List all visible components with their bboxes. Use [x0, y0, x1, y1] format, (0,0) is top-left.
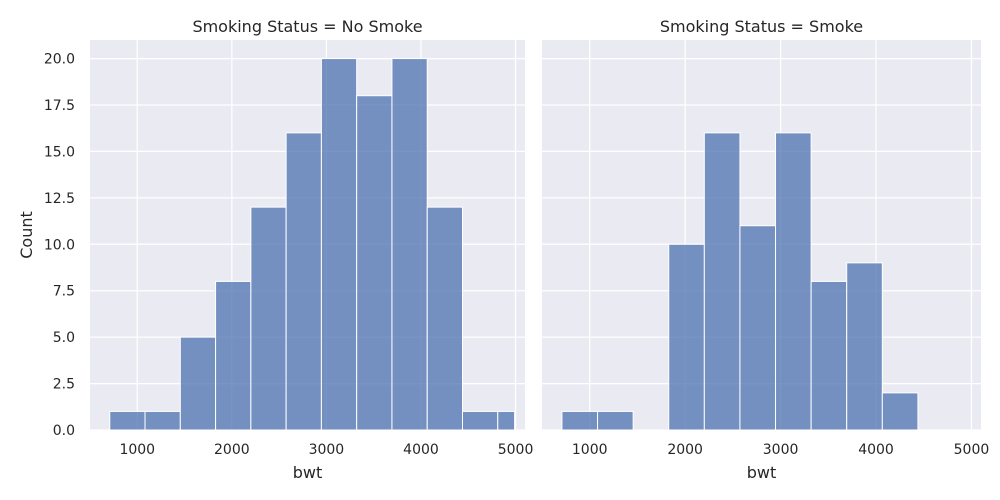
x-tick-label: 5000: [498, 442, 534, 458]
x-axis-label: bwt: [747, 463, 777, 482]
y-tick-label: 15.0: [44, 144, 75, 160]
y-tick-label: 5.0: [53, 330, 75, 346]
histogram-bar: [597, 410, 634, 431]
histogram-bar: [109, 410, 146, 431]
x-tick-label: 1000: [572, 442, 608, 458]
x-tick-label: 3000: [763, 442, 799, 458]
y-tick-label: 17.5: [44, 98, 75, 114]
histogram-bar: [739, 225, 777, 431]
histogram-bar: [356, 95, 393, 431]
y-tick-label: 7.5: [53, 284, 75, 300]
x-tick-label: 2000: [667, 442, 703, 458]
histogram-bar: [426, 206, 463, 431]
histogram-bar: [810, 280, 848, 431]
facet-panel-1: 1000 2000 3000 4000 5000 0.0 2.5 5.0 7.5 10.0 12.5…: [17, 17, 533, 482]
histogram-bar: [391, 58, 428, 431]
histogram-bar: [215, 280, 252, 431]
y-axis-label: Count: [17, 211, 36, 259]
y-tick-label: 0.0: [53, 423, 75, 439]
panel-title: Smoking Status = No Smoke: [192, 17, 422, 36]
x-tick-label: 5000: [954, 442, 990, 458]
y-tick-label: 12.5: [44, 191, 75, 207]
y-tick-label: 2.5: [53, 377, 75, 393]
histogram-bar: [497, 410, 516, 431]
y-tick-label: 10.0: [44, 237, 75, 253]
histogram-bar: [144, 410, 181, 431]
histogram-bar: [881, 392, 919, 431]
histogram-bar: [285, 132, 322, 431]
histogram-bar: [846, 262, 883, 431]
histogram-bar: [775, 132, 812, 431]
x-tick-label: 3000: [309, 442, 345, 458]
histogram-bar: [179, 336, 217, 431]
x-tick-label: 4000: [403, 442, 439, 458]
facet-panel-2: 1000 2000 3000 4000 5000 Smoking Status = Smo…: [542, 17, 989, 482]
histogram-bar: [250, 206, 287, 431]
x-tick-label: 2000: [214, 442, 250, 458]
histogram-bar: [461, 410, 499, 431]
x-tick-label: 1000: [119, 442, 155, 458]
histogram-bar: [320, 58, 358, 431]
histogram-bar: [668, 243, 705, 431]
x-tick-label: 4000: [858, 442, 894, 458]
histogram-bar: [561, 410, 599, 431]
x-axis-label: bwt: [293, 463, 323, 482]
panel-title: Smoking Status = Smoke: [660, 17, 863, 36]
histogram-bar: [703, 132, 741, 431]
y-tick-label: 20.0: [44, 52, 75, 68]
